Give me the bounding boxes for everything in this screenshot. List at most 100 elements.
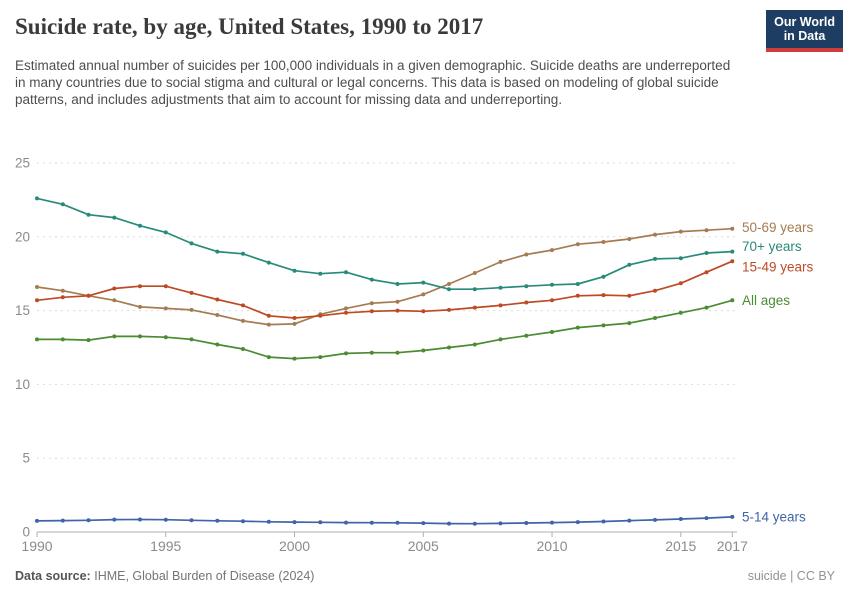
series-point[interactable] [241,318,245,323]
series-point[interactable] [60,288,65,293]
series-point[interactable] [653,517,657,522]
series-point[interactable] [704,270,709,275]
series-point[interactable] [447,307,451,312]
series-point[interactable] [112,334,117,339]
series-point[interactable] [678,281,683,286]
series-point[interactable] [472,287,477,292]
series-point[interactable] [292,520,297,525]
series-point[interactable] [498,259,503,264]
series-line-50-69-years[interactable] [36,227,734,326]
series-point[interactable] [215,342,220,347]
series-point[interactable] [241,519,245,524]
series-point[interactable] [86,293,91,298]
series-point[interactable] [704,251,709,255]
series-point[interactable] [344,351,348,356]
series-point[interactable] [163,335,168,340]
series-point[interactable] [163,230,168,235]
series-point[interactable] [524,521,529,525]
series-point[interactable] [395,308,400,313]
series-point[interactable] [498,337,503,342]
series-point[interactable] [138,304,142,309]
series-point[interactable] [447,521,451,526]
series-point[interactable] [35,196,39,201]
series-point[interactable] [189,518,194,523]
series-point[interactable] [704,228,709,233]
series-point[interactable] [472,271,477,275]
series-point[interactable] [86,338,91,343]
series-point[interactable] [60,202,65,207]
series-point[interactable] [189,241,194,246]
series-point[interactable] [138,517,142,522]
series-point[interactable] [292,321,297,326]
series-point[interactable] [730,226,735,231]
series-point[interactable] [421,280,426,285]
series-point[interactable] [730,514,735,519]
series-point[interactable] [35,285,39,289]
series-point[interactable] [138,334,142,339]
series-point[interactable] [472,305,477,310]
series-point[interactable] [730,249,735,254]
series-point[interactable] [344,310,348,315]
series-point[interactable] [627,293,632,298]
series-line-all-ages[interactable] [36,299,734,360]
series-point[interactable] [292,356,297,361]
series-point[interactable] [241,303,245,308]
series-point[interactable] [653,288,657,293]
series-point[interactable] [395,282,400,286]
series-point[interactable] [421,292,426,297]
series-point[interactable] [215,297,220,302]
series-point[interactable] [292,268,297,273]
series-point[interactable] [138,223,142,228]
series-point[interactable] [524,300,529,305]
series-point[interactable] [447,345,451,350]
series-point[interactable] [35,298,39,303]
series-point[interactable] [730,259,735,264]
series-point[interactable] [395,520,400,525]
series-point[interactable] [447,287,451,292]
series-point[interactable] [627,237,632,241]
series-line-15-49-years[interactable] [36,260,734,319]
series-point[interactable] [678,310,683,315]
series-point[interactable] [215,249,220,254]
series-point[interactable] [550,330,554,334]
series-point[interactable] [241,347,245,351]
series-point[interactable] [601,293,606,298]
series-point[interactable] [575,242,580,247]
series-point[interactable] [344,520,348,525]
series-point[interactable] [35,518,39,523]
series-point[interactable] [678,256,683,261]
series-point[interactable] [498,285,503,290]
series-point[interactable] [524,333,529,338]
series-point[interactable] [575,325,580,330]
series-point[interactable] [421,309,426,314]
series-point[interactable] [653,232,657,237]
series-point[interactable] [344,270,348,275]
series-line-5-14-years[interactable] [36,516,734,525]
series-point[interactable] [60,295,65,300]
series-point[interactable] [627,518,632,523]
series-point[interactable] [112,298,117,303]
series-point[interactable] [241,251,245,256]
series-point[interactable] [215,518,220,523]
series-point[interactable] [318,355,323,360]
series-point[interactable] [189,307,194,312]
series-point[interactable] [524,284,529,289]
series-point[interactable] [395,299,400,304]
series-point[interactable] [575,520,580,525]
series-point[interactable] [112,517,117,522]
series-point[interactable] [678,517,683,521]
series-point[interactable] [653,256,657,261]
series-point[interactable] [369,350,374,355]
series-point[interactable] [550,520,554,525]
series-point[interactable] [189,337,194,342]
series-point[interactable] [318,271,323,276]
series-point[interactable] [266,322,271,327]
series-point[interactable] [447,282,451,286]
series-point[interactable] [86,518,91,523]
series-point[interactable] [704,516,709,521]
series-point[interactable] [60,518,65,523]
series-point[interactable] [215,313,220,317]
series-point[interactable] [627,262,632,267]
series-line-70-years[interactable] [36,197,734,291]
series-point[interactable] [138,284,142,289]
